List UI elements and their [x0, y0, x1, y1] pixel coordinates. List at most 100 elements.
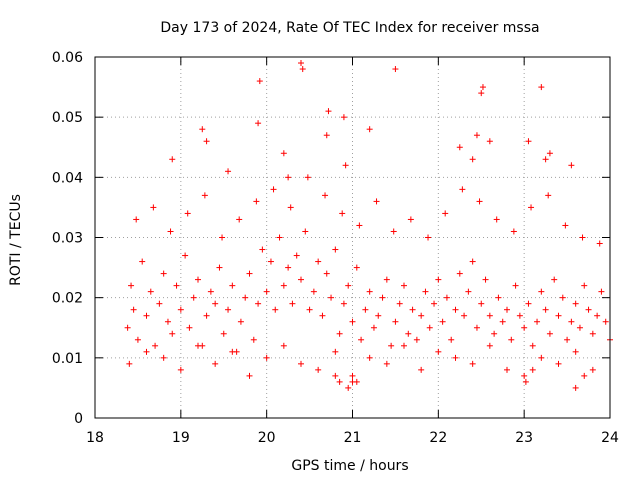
data-point	[349, 318, 356, 325]
data-point	[152, 342, 159, 349]
data-point	[383, 360, 390, 367]
data-point	[499, 318, 506, 325]
data-point	[555, 360, 562, 367]
data-point	[538, 354, 545, 361]
data-point	[340, 300, 347, 307]
data-point	[581, 372, 588, 379]
data-point	[401, 342, 407, 349]
data-point	[195, 276, 201, 283]
y-tick-label: 0.02	[52, 291, 83, 307]
data-point	[528, 204, 535, 211]
data-point	[431, 300, 438, 307]
data-point	[212, 360, 219, 367]
data-point	[216, 264, 223, 271]
data-point	[139, 258, 146, 265]
data-point	[555, 312, 562, 319]
data-point	[169, 330, 176, 337]
data-point	[366, 288, 373, 295]
data-point	[328, 294, 335, 301]
x-axis-label: GPS time / hours	[291, 458, 408, 474]
data-point	[272, 306, 279, 313]
data-point	[388, 342, 395, 349]
y-tick-label: 0.05	[52, 110, 83, 126]
data-point	[237, 318, 244, 325]
x-tick-label: 18	[86, 430, 104, 446]
data-point	[534, 318, 541, 325]
data-point	[177, 366, 184, 373]
data-point	[529, 342, 536, 349]
x-tick-label: 23	[515, 430, 533, 446]
data-point	[516, 312, 523, 319]
data-point	[353, 264, 360, 271]
data-point	[182, 252, 189, 259]
data-point	[310, 288, 317, 295]
data-point	[128, 282, 135, 289]
data-point	[390, 228, 397, 235]
data-point	[495, 294, 502, 301]
data-point	[143, 348, 150, 355]
data-point	[340, 114, 347, 121]
data-point	[315, 366, 322, 373]
data-point	[478, 300, 485, 307]
data-point	[572, 348, 579, 355]
data-point	[596, 240, 603, 247]
x-tick-label: 22	[429, 430, 447, 446]
data-point	[459, 186, 466, 193]
data-point	[491, 330, 498, 337]
data-point	[469, 156, 476, 163]
data-point	[538, 84, 545, 91]
data-point	[589, 366, 596, 373]
data-point	[219, 234, 226, 241]
data-point	[418, 312, 425, 319]
data-point	[229, 282, 236, 289]
data-point	[568, 162, 575, 169]
data-points	[124, 60, 613, 391]
data-point	[435, 276, 442, 283]
data-point	[479, 84, 486, 91]
data-point	[461, 312, 468, 319]
y-tick-label: 0	[74, 411, 83, 427]
data-point	[160, 270, 167, 277]
data-point	[246, 372, 253, 379]
data-point	[287, 204, 294, 211]
y-tick-label: 0.01	[52, 351, 83, 367]
data-point	[493, 216, 500, 223]
data-point	[342, 162, 349, 169]
data-point	[304, 174, 311, 181]
axis-ticks	[94, 56, 611, 419]
data-point	[579, 234, 586, 241]
data-point	[392, 318, 399, 325]
data-point	[150, 204, 157, 211]
x-tick-label: 24	[601, 430, 619, 446]
data-point	[186, 324, 193, 331]
data-point	[253, 198, 260, 205]
data-point	[156, 300, 163, 307]
data-point	[356, 222, 363, 229]
data-point	[538, 288, 545, 295]
data-point	[299, 66, 306, 73]
data-point	[409, 306, 416, 313]
data-point	[167, 228, 174, 235]
data-point	[236, 216, 243, 223]
data-point	[439, 318, 446, 325]
data-point	[160, 354, 167, 361]
data-point	[293, 252, 300, 259]
data-point	[407, 216, 414, 223]
data-point	[366, 354, 373, 361]
data-point	[130, 306, 137, 313]
data-point	[126, 360, 133, 367]
data-point	[263, 288, 270, 295]
data-point	[469, 258, 476, 265]
data-point	[332, 246, 339, 253]
data-point	[195, 342, 201, 349]
data-point	[576, 324, 583, 331]
data-point	[435, 348, 442, 355]
data-point	[510, 228, 517, 235]
x-tick-label: 21	[344, 430, 362, 446]
data-point	[422, 288, 429, 295]
data-point	[426, 324, 433, 331]
y-tick-label: 0.04	[52, 170, 83, 186]
data-point	[525, 300, 532, 307]
data-point	[456, 144, 463, 151]
data-point	[298, 276, 304, 283]
